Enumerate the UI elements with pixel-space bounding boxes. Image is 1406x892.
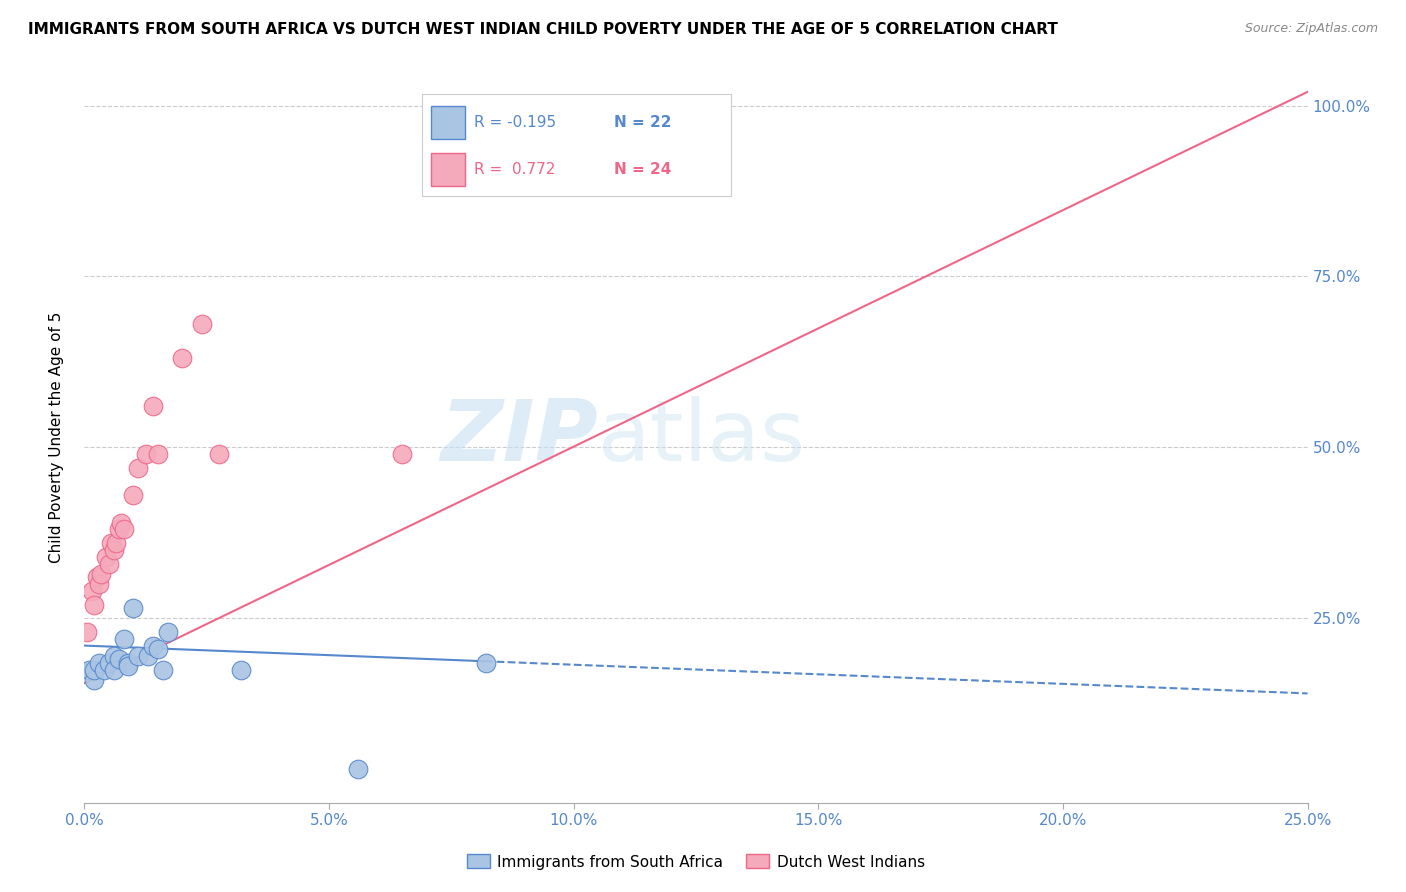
Text: R = -0.195: R = -0.195 <box>474 115 557 130</box>
Point <box>97 557 120 571</box>
Point <box>172 351 194 366</box>
Point <box>107 652 129 666</box>
Text: N = 24: N = 24 <box>613 162 671 178</box>
FancyBboxPatch shape <box>422 94 731 196</box>
Point <box>87 656 110 670</box>
Text: ZIP: ZIP <box>440 395 598 479</box>
Point <box>80 583 103 598</box>
Y-axis label: Child Poverty Under the Age of 5: Child Poverty Under the Age of 5 <box>49 311 63 563</box>
Point <box>110 516 132 530</box>
Point <box>152 663 174 677</box>
Point <box>112 522 135 536</box>
Text: R =  0.772: R = 0.772 <box>474 162 555 178</box>
Point <box>127 648 149 663</box>
Point <box>391 447 413 461</box>
Point <box>83 673 105 687</box>
Point <box>146 447 169 461</box>
Point <box>156 624 179 639</box>
Point <box>83 663 105 677</box>
Point <box>122 488 145 502</box>
Point <box>127 460 149 475</box>
Point <box>562 98 585 112</box>
Point <box>191 318 214 332</box>
Point <box>77 663 100 677</box>
FancyBboxPatch shape <box>432 153 465 186</box>
Point <box>136 648 159 663</box>
Text: atlas: atlas <box>598 395 806 479</box>
Text: Source: ZipAtlas.com: Source: ZipAtlas.com <box>1244 22 1378 36</box>
Point <box>142 400 165 414</box>
Text: IMMIGRANTS FROM SOUTH AFRICA VS DUTCH WEST INDIAN CHILD POVERTY UNDER THE AGE OF: IMMIGRANTS FROM SOUTH AFRICA VS DUTCH WE… <box>28 22 1057 37</box>
Text: N = 22: N = 22 <box>613 115 671 130</box>
Point <box>117 659 139 673</box>
Point <box>93 663 115 677</box>
Point <box>142 639 165 653</box>
Point <box>86 570 108 584</box>
Point <box>83 598 105 612</box>
FancyBboxPatch shape <box>432 106 465 139</box>
Point <box>87 577 110 591</box>
Point <box>103 648 125 663</box>
Point <box>107 522 129 536</box>
Point <box>347 762 370 776</box>
Point <box>100 536 122 550</box>
Point <box>105 536 128 550</box>
Point <box>135 447 157 461</box>
Point <box>208 447 231 461</box>
Point <box>90 566 112 581</box>
Point <box>474 656 496 670</box>
Point <box>103 542 125 557</box>
Point <box>117 656 139 670</box>
Point <box>146 642 169 657</box>
Point <box>122 601 145 615</box>
Point <box>112 632 135 646</box>
Point <box>76 624 98 639</box>
Point <box>103 663 125 677</box>
Point <box>96 549 118 564</box>
Point <box>97 656 120 670</box>
Point <box>229 663 252 677</box>
Legend: Immigrants from South Africa, Dutch West Indians: Immigrants from South Africa, Dutch West… <box>461 848 931 876</box>
